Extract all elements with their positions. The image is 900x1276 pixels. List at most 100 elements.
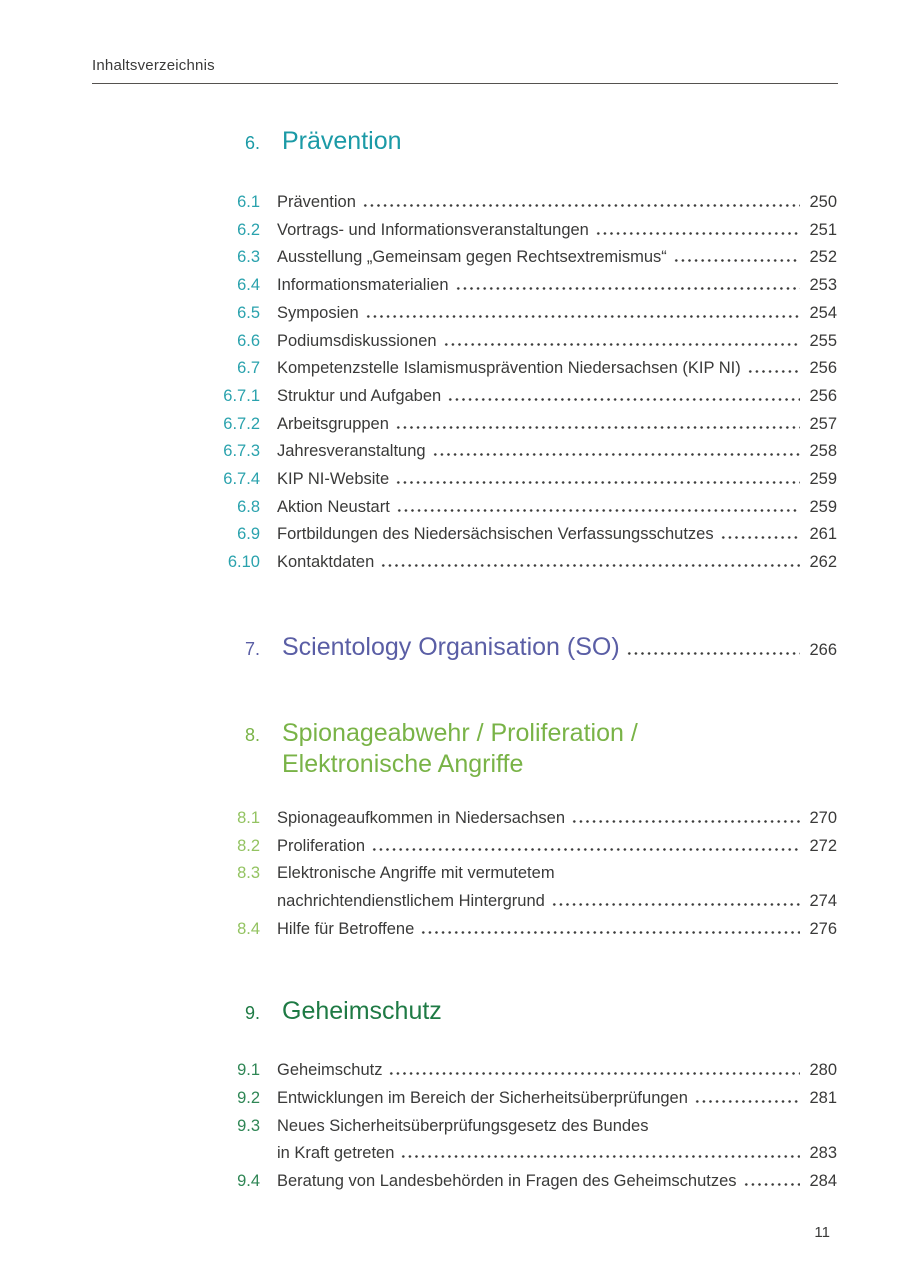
toc-item-page: 259 bbox=[809, 497, 837, 516]
toc-item-label: in Kraft getreten bbox=[277, 1144, 395, 1163]
toc-item-page: 252 bbox=[809, 248, 837, 267]
toc-row: 6.9 Fortbildungen des Niedersächsischen … bbox=[180, 521, 837, 549]
section-6-entries: 6.1 Prävention 250 6.2 Vortrags- und Inf… bbox=[180, 189, 837, 577]
section-number: 9. bbox=[244, 1003, 260, 1024]
dot-leader bbox=[380, 564, 800, 568]
section-heading-8: 8. Spionageabwehr / Proliferation / Elekt… bbox=[180, 718, 837, 780]
section-title: Spionageabwehr / Proliferation / Elektron… bbox=[282, 718, 638, 780]
toc-item-label: Ausstellung „Gemeinsam gegen Rechtsextre… bbox=[277, 248, 667, 267]
toc-item-page: 270 bbox=[809, 808, 837, 827]
toc-item-label: Podiumsdiskussionen bbox=[277, 331, 437, 350]
dot-leader bbox=[371, 847, 800, 851]
toc-item-number: 6.4 bbox=[237, 276, 260, 295]
toc-item-number: 6.5 bbox=[237, 303, 260, 322]
section-9-entries: 9.1 Geheimschutz 280 9.2 Entwicklungen i… bbox=[180, 1057, 837, 1196]
toc-item-number: 8.4 bbox=[237, 919, 260, 938]
section-title-line2: Elektronische Angriffe bbox=[282, 749, 524, 778]
toc-item-number: 8.3 bbox=[237, 864, 260, 883]
toc-row: 9.3 Neues Sicherheitsüberprüfungsgesetz … bbox=[180, 1113, 837, 1141]
toc-item-page: 256 bbox=[809, 359, 837, 378]
toc-item-label: Neues Sicherheitsüberprüfungsgesetz des … bbox=[277, 1116, 649, 1135]
dot-leader bbox=[746, 370, 800, 374]
dot-leader bbox=[431, 453, 800, 457]
toc-row-continuation: nachrichtendienstlichem Hintergrund 274 bbox=[180, 888, 837, 916]
toc-row: 6.5 Symposien 254 bbox=[180, 300, 837, 328]
toc-item-page: 272 bbox=[809, 836, 837, 855]
section-8-entries: 8.1 Spionageaufkommen in Niedersachsen 2… bbox=[180, 805, 837, 944]
page-header-title: Inhaltsverzeichnis bbox=[92, 57, 838, 84]
section-title: Geheimschutz bbox=[282, 997, 442, 1026]
toc-row: 6.4 Informationsmaterialien 253 bbox=[180, 272, 837, 300]
toc-item-label: Beratung von Landesbehörden in Fragen de… bbox=[277, 1172, 737, 1191]
section-heading-9: 9. Geheimschutz bbox=[180, 996, 837, 1029]
toc-row: 9.2 Entwicklungen im Bereich der Sicherh… bbox=[180, 1085, 837, 1113]
toc-item-label: Kontaktdaten bbox=[277, 553, 375, 572]
toc-item-number: 8.1 bbox=[237, 808, 260, 827]
toc-item-number: 6.2 bbox=[237, 220, 260, 239]
toc-item-page: 254 bbox=[809, 303, 837, 322]
page-number: 11 bbox=[814, 1224, 830, 1241]
toc-item-label: Jahresveranstaltung bbox=[277, 442, 426, 461]
toc-item-number: 8.2 bbox=[237, 836, 260, 855]
toc-row: 9.1 Geheimschutz 280 bbox=[180, 1057, 837, 1085]
toc-item-page: 284 bbox=[809, 1172, 837, 1191]
section-number: 6. bbox=[244, 133, 260, 153]
dot-leader bbox=[395, 481, 800, 485]
toc-item-label: Informationsmaterialien bbox=[277, 276, 449, 295]
toc-item-page: 259 bbox=[809, 470, 837, 489]
toc-item-number: 6.7.2 bbox=[223, 414, 260, 433]
toc-content: 6. Prävention 6.1 Prävention 250 6.2 Vor… bbox=[180, 0, 837, 1196]
toc-item-label: Kompetenzstelle Islamismusprävention Nie… bbox=[277, 359, 741, 378]
dot-leader bbox=[394, 425, 800, 429]
toc-row: 6.7.1 Struktur und Aufgaben 256 bbox=[180, 383, 837, 411]
toc-item-number: 6.10 bbox=[227, 553, 260, 572]
dot-leader bbox=[364, 314, 800, 318]
toc-item-label: Entwicklungen im Bereich der Sicherheits… bbox=[277, 1089, 688, 1108]
toc-item-number: 9.3 bbox=[237, 1116, 260, 1135]
toc-item-page: 281 bbox=[809, 1089, 837, 1108]
toc-item-label: KIP NI-Website bbox=[277, 470, 390, 489]
dot-leader bbox=[454, 287, 800, 291]
toc-row: 6.7.3 Jahresveranstaltung 258 bbox=[180, 438, 837, 466]
toc-row: 9.4 Beratung von Landesbehörden in Frage… bbox=[180, 1168, 837, 1196]
dot-leader bbox=[442, 342, 800, 346]
toc-item-page: 274 bbox=[809, 891, 837, 910]
toc-item-label: Aktion Neustart bbox=[277, 497, 390, 516]
toc-row: 6.8 Aktion Neustart 259 bbox=[180, 494, 837, 522]
toc-row-continuation: in Kraft getreten 283 bbox=[180, 1140, 837, 1168]
toc-item-page: 256 bbox=[809, 386, 837, 405]
dot-leader bbox=[719, 536, 800, 540]
toc-row: 6.3 Ausstellung „Gemeinsam gegen Rechtse… bbox=[180, 244, 837, 272]
toc-item-label: Hilfe für Betroffene bbox=[277, 919, 415, 938]
toc-item-number: 6.7.1 bbox=[223, 386, 260, 405]
toc-item-label: Elektronische Angriffe mit vermutetem bbox=[277, 864, 555, 883]
toc-item-page: 257 bbox=[809, 414, 837, 433]
section-heading-7: 7. Scientology Organisation (SO) 266 bbox=[180, 631, 837, 666]
dot-leader bbox=[447, 397, 800, 401]
toc-item-number: 6.7 bbox=[237, 359, 260, 378]
dot-leader bbox=[400, 1155, 800, 1159]
toc-row: 6.7.4 KIP NI-Website 259 bbox=[180, 466, 837, 494]
toc-item-number: 6.3 bbox=[237, 248, 260, 267]
section-number: 8. bbox=[244, 724, 260, 745]
toc-item-page: 261 bbox=[809, 525, 837, 544]
toc-item-number: 9.2 bbox=[237, 1089, 260, 1108]
section-title: Scientology Organisation (SO) bbox=[282, 632, 620, 661]
section-title-line1: Spionageabwehr / Proliferation / bbox=[282, 718, 638, 747]
toc-row: 8.4 Hilfe für Betroffene 276 bbox=[180, 916, 837, 944]
toc-row: 6.7 Kompetenzstelle Islamismusprävention… bbox=[180, 355, 837, 383]
toc-item-page: 280 bbox=[809, 1061, 837, 1080]
dot-leader bbox=[420, 930, 800, 934]
dot-leader bbox=[550, 902, 800, 906]
toc-item-label: Spionageaufkommen in Niedersachsen bbox=[277, 808, 566, 827]
toc-item-page: 262 bbox=[809, 553, 837, 572]
toc-item-page: 253 bbox=[809, 276, 837, 295]
toc-item-number: 6.6 bbox=[237, 331, 260, 350]
toc-row: 6.2 Vortrags- und Informationsveranstalt… bbox=[180, 217, 837, 245]
toc-item-page: 250 bbox=[809, 193, 837, 211]
section-number: 7. bbox=[244, 638, 260, 659]
toc-row: 8.1 Spionageaufkommen in Niedersachsen 2… bbox=[180, 805, 837, 833]
toc-row: 6.10 Kontaktdaten 262 bbox=[180, 549, 837, 577]
dot-leader bbox=[742, 1183, 800, 1187]
